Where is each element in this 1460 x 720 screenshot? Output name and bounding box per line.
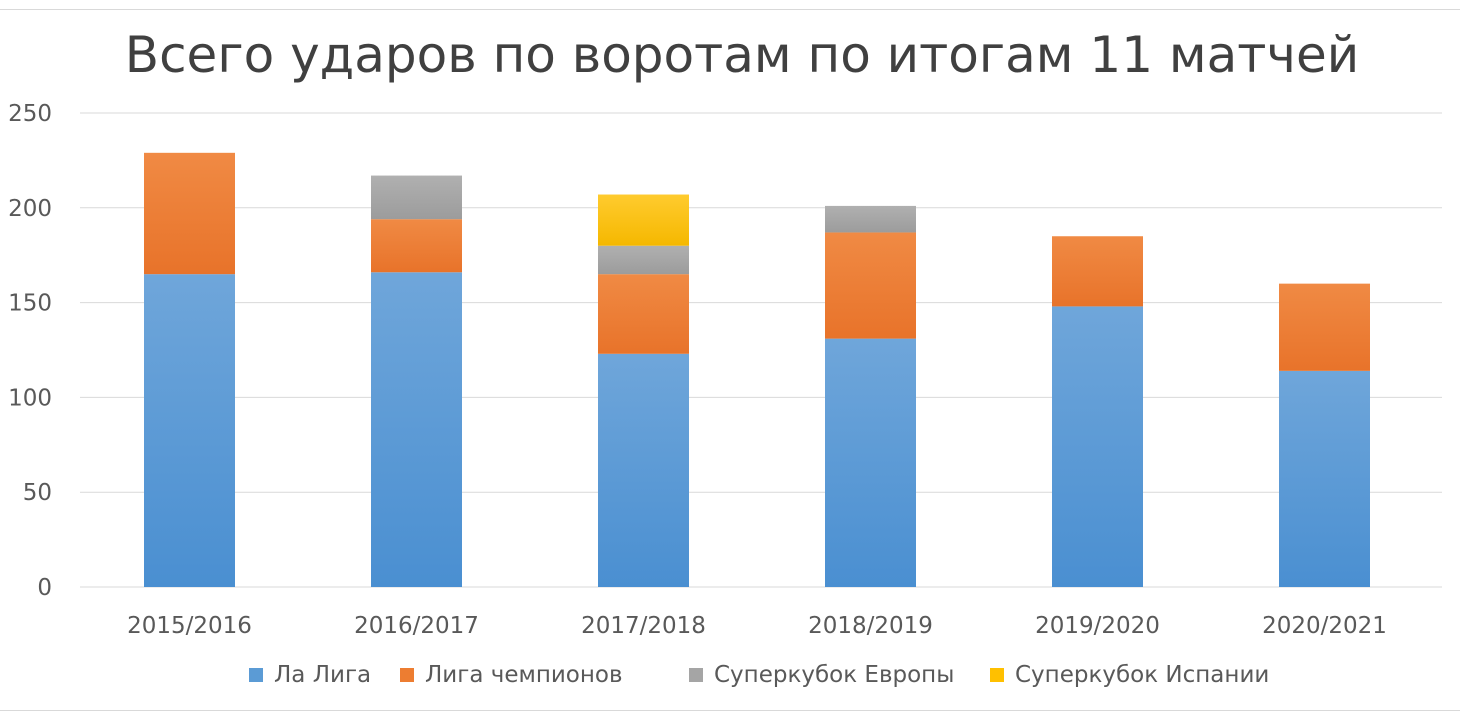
bar-0-2019-2020 <box>1052 306 1143 587</box>
bar-1-2019-2020 <box>1052 236 1143 307</box>
legend-label: Лига чемпионов <box>425 662 623 688</box>
chart-frame-top <box>0 9 1460 10</box>
y-tick-label: 50 <box>23 480 52 506</box>
bar-2-2017-2018 <box>598 245 689 275</box>
bar-0-2015-2016 <box>144 274 235 587</box>
x-tick-label: 2015/2016 <box>127 613 252 639</box>
x-tick-label: 2020/2021 <box>1262 613 1387 639</box>
y-axis-tick-labels: 0 50 100 150 200 250 <box>8 101 52 601</box>
legend-swatch <box>990 668 1004 682</box>
x-axis-tick-labels: 2015/2016 2016/2017 2017/2018 2018/2019 2019… <box>127 613 1387 639</box>
legend-swatch <box>400 668 414 682</box>
x-tick-label: 2019/2020 <box>1035 613 1160 639</box>
y-tick-label: 0 <box>37 575 52 601</box>
chart-title: Всего ударов по воротам по итогам 11 мат… <box>125 26 1359 84</box>
bar-0-2016-2017 <box>371 272 462 587</box>
x-tick-label: 2016/2017 <box>354 613 479 639</box>
bar-1-2015-2016 <box>144 152 235 275</box>
bar-0-2018-2019 <box>825 338 916 587</box>
bar-2-2016-2017 <box>371 175 462 220</box>
bar-3-2017-2018 <box>598 194 689 246</box>
legend: Ла Лига Лига чемпионов Суперкубок Европы Су… <box>249 662 1269 688</box>
chart-frame-bottom <box>0 710 1460 711</box>
bars <box>144 152 1370 587</box>
bar-1-2018-2019 <box>825 232 916 339</box>
bar-1-2017-2018 <box>598 274 689 354</box>
y-tick-label: 250 <box>8 101 52 127</box>
legend-swatch <box>249 668 263 682</box>
bar-0-2020-2021 <box>1279 370 1370 587</box>
bar-1-2016-2017 <box>371 219 462 273</box>
gridlines <box>80 112 1442 588</box>
y-tick-label: 100 <box>8 385 52 411</box>
bar-2-2018-2019 <box>825 205 916 233</box>
x-tick-label: 2017/2018 <box>581 613 706 639</box>
y-tick-label: 150 <box>8 291 52 317</box>
x-tick-label: 2018/2019 <box>808 613 933 639</box>
y-tick-label: 200 <box>8 196 52 222</box>
legend-swatch <box>689 668 703 682</box>
legend-label: Суперкубок Европы <box>714 662 954 688</box>
bar-1-2020-2021 <box>1279 283 1370 371</box>
legend-label: Ла Лига <box>274 662 371 688</box>
bar-0-2017-2018 <box>598 353 689 587</box>
legend-label: Суперкубок Испании <box>1015 662 1269 688</box>
